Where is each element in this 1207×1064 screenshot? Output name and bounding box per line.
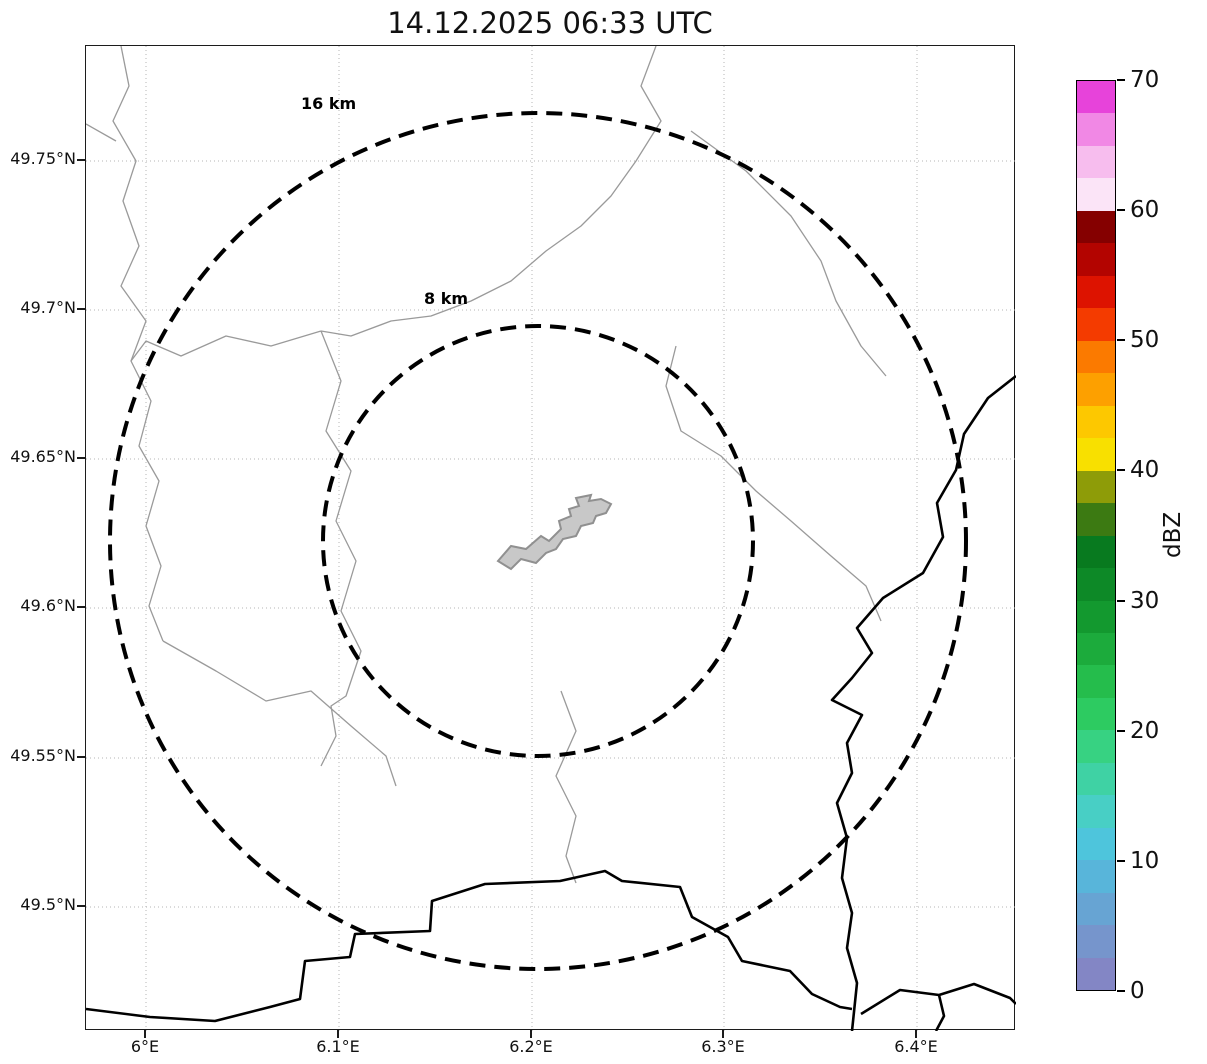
colorbar-tick xyxy=(1117,860,1125,862)
axis-tick xyxy=(77,308,85,310)
range-ring-16km xyxy=(108,111,968,971)
x-axis-tick-label: 6°E xyxy=(130,1037,160,1056)
x-axis-tick-label: 6.4°E xyxy=(894,1037,938,1056)
map-plot: 16 km 8 km xyxy=(85,45,1016,1031)
y-axis-tick-label: 49.65°N xyxy=(10,447,76,466)
colorbar-segment xyxy=(1077,438,1115,471)
axis-tick xyxy=(915,1030,917,1038)
axis-tick xyxy=(77,756,85,758)
colorbar-tick xyxy=(1117,990,1125,992)
colorbar-segment xyxy=(1077,178,1115,211)
colorbar-segment xyxy=(1077,892,1115,926)
colorbar-segment xyxy=(1077,632,1115,666)
colorbar-segment xyxy=(1077,210,1115,244)
colorbar-segment xyxy=(1077,665,1115,698)
colorbar-tick-label: 0 xyxy=(1130,978,1145,1004)
colorbar-segment xyxy=(1077,373,1115,406)
axis-tick xyxy=(144,1030,146,1038)
gridlines xyxy=(86,46,1016,1031)
colorbar-tick-label: 10 xyxy=(1130,848,1160,874)
y-axis-tick-label: 49.6°N xyxy=(20,596,76,615)
colorbar-segment xyxy=(1077,762,1115,796)
colorbar-segment xyxy=(1077,243,1115,276)
colorbar-segment xyxy=(1077,470,1115,504)
y-axis-tick-label: 49.75°N xyxy=(10,149,76,168)
colorbar-segment xyxy=(1077,340,1115,374)
colorbar-segment xyxy=(1077,860,1115,893)
axis-tick xyxy=(77,159,85,161)
colorbar-segment xyxy=(1077,503,1115,536)
y-axis-tick-label: 49.7°N xyxy=(20,298,76,317)
colorbar-tick xyxy=(1117,209,1125,211)
x-axis-tick-label: 6.1°E xyxy=(316,1037,360,1056)
colorbar-segment xyxy=(1077,697,1115,731)
axis-tick xyxy=(77,905,85,907)
colorbar-tick xyxy=(1117,469,1125,471)
airport-polygon xyxy=(496,493,613,571)
colorbar-segment xyxy=(1077,730,1115,763)
colorbar-segment xyxy=(1077,113,1115,146)
colorbar-segment xyxy=(1077,145,1115,179)
x-axis-tick-label: 6.3°E xyxy=(701,1037,745,1056)
colorbar-tick-label: 50 xyxy=(1130,327,1160,353)
colorbar-segment xyxy=(1077,308,1115,341)
colorbar-axis-label: dBZ xyxy=(1160,511,1186,558)
x-axis-tick-label: 6.2°E xyxy=(509,1037,553,1056)
colorbar-tick-label: 70 xyxy=(1130,67,1160,93)
border-lines xyxy=(86,374,1016,1031)
colorbar-tick xyxy=(1117,600,1125,602)
range-ring-8km xyxy=(321,324,755,758)
colorbar-segment xyxy=(1077,925,1115,958)
colorbar-tick xyxy=(1117,79,1125,81)
colorbar-segment xyxy=(1077,275,1115,309)
axis-tick xyxy=(530,1030,532,1038)
colorbar-segment xyxy=(1077,957,1115,991)
colorbar-tick-label: 60 xyxy=(1130,197,1160,223)
map-canvas xyxy=(86,46,1016,1031)
colorbar-segment xyxy=(1077,535,1115,569)
range-ring-label-8km: 8 km xyxy=(424,289,469,308)
colorbar-segment xyxy=(1077,568,1115,601)
colorbar-gradient xyxy=(1076,80,1116,991)
colorbar-segment xyxy=(1077,600,1115,633)
colorbar-tick-label: 40 xyxy=(1130,457,1160,483)
colorbar-segment xyxy=(1077,81,1115,114)
colorbar-tick-label: 20 xyxy=(1130,718,1160,744)
axis-tick xyxy=(722,1030,724,1038)
plot-title: 14.12.2025 06:33 UTC xyxy=(387,6,713,40)
axis-tick xyxy=(77,457,85,459)
y-axis-tick-label: 49.5°N xyxy=(20,895,76,914)
colorbar-segment xyxy=(1077,827,1115,861)
colorbar-segment xyxy=(1077,405,1115,439)
range-ring-label-16km: 16 km xyxy=(301,94,357,113)
colorbar-tick xyxy=(1117,339,1125,341)
river-lines xyxy=(86,46,887,884)
y-axis-tick-label: 49.55°N xyxy=(10,746,76,765)
colorbar-tick-label: 30 xyxy=(1130,588,1160,614)
axis-tick xyxy=(77,606,85,608)
colorbar-segment xyxy=(1077,795,1115,828)
colorbar-tick xyxy=(1117,730,1125,732)
axis-tick xyxy=(337,1030,339,1038)
